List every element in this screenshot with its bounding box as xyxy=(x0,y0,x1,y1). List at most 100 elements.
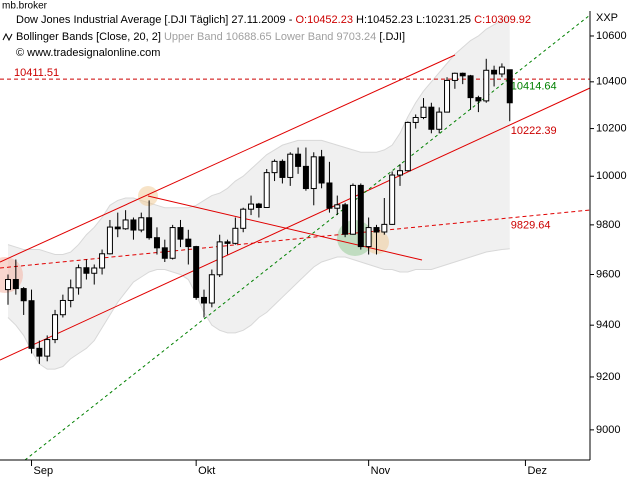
candle-body xyxy=(451,72,458,81)
annotations xyxy=(0,14,591,461)
axes: 9000 9200 9400 9600 9800 10000 10200 10400 10600… xyxy=(31,30,627,477)
candle-body xyxy=(44,339,51,357)
candle-body xyxy=(342,204,349,235)
ohlc-label: H: xyxy=(356,14,367,26)
candle-body xyxy=(106,226,113,255)
candle-body xyxy=(59,299,66,316)
candle-body xyxy=(67,287,74,301)
band-value: 10688.65 xyxy=(226,31,272,43)
app-bar xyxy=(0,0,640,11)
candle-body xyxy=(208,274,215,304)
indicator-icon xyxy=(2,32,13,42)
level-label: 10222.39 xyxy=(511,125,557,137)
band-area xyxy=(8,15,510,370)
ohlc-value: 10309.92 xyxy=(485,14,531,26)
ohlc-value: 10452.23 xyxy=(367,14,413,26)
candle-body xyxy=(467,75,474,99)
candle-body xyxy=(428,106,435,130)
level-label: 10411.51 xyxy=(14,67,59,79)
candle-body xyxy=(83,267,90,274)
candle-body xyxy=(28,300,35,349)
candle-body xyxy=(287,153,294,178)
candle-body xyxy=(122,219,129,230)
candle-body xyxy=(475,97,482,102)
candle-body xyxy=(279,160,286,178)
y-tick-label: 10000 xyxy=(596,170,627,182)
ohlc-label: O: xyxy=(295,14,307,26)
x-tick-label: Dez xyxy=(527,465,547,477)
candle-body xyxy=(146,217,153,239)
candle-body xyxy=(295,153,302,167)
y-tick-label: 10600 xyxy=(596,30,627,42)
ohlc-value: 10231.25 xyxy=(425,14,471,26)
y-tick-label: 10200 xyxy=(596,122,627,134)
ohlc-value: 10452.23 xyxy=(307,14,353,26)
candle-body xyxy=(169,227,176,259)
y-tick-label: 9200 xyxy=(596,371,620,383)
candle-body xyxy=(240,208,247,229)
channel-upper xyxy=(0,54,456,263)
candle-body xyxy=(5,279,11,291)
candle-body xyxy=(412,117,419,123)
candle-body xyxy=(436,111,443,130)
x-tick-label: Nov xyxy=(371,465,391,477)
candle-body xyxy=(255,203,262,208)
candle-body xyxy=(302,165,309,190)
x-tick-label: Okt xyxy=(198,465,215,477)
candle-body xyxy=(36,347,43,357)
candle-body xyxy=(216,241,223,276)
candle-body xyxy=(138,217,145,231)
indicator-name: Bollinger Bands [Close, 20, 2] xyxy=(16,31,161,43)
candle-body xyxy=(373,227,380,233)
candle-body xyxy=(114,226,121,230)
candle-body xyxy=(483,69,490,102)
candle-body xyxy=(185,238,192,248)
y-tick-label: 9000 xyxy=(596,424,620,436)
candle-body xyxy=(310,156,317,190)
candle-body xyxy=(420,106,427,119)
band-label: Upper Band xyxy=(164,31,223,43)
candle-body xyxy=(506,69,513,104)
candle-body xyxy=(99,253,106,269)
candle-body xyxy=(491,69,498,75)
candle-body xyxy=(263,172,270,208)
candle-body xyxy=(397,170,403,176)
y-tick-label: 9600 xyxy=(596,268,620,280)
candle-body xyxy=(381,223,388,233)
candle-body xyxy=(75,267,82,289)
chart-title: Dow Jones Industrial Average [.DJI Tägli… xyxy=(16,14,531,26)
candle-body xyxy=(224,241,231,244)
ohlc-label: C: xyxy=(474,14,485,26)
candle-body xyxy=(91,267,98,274)
candle-body xyxy=(326,182,333,209)
candle-body xyxy=(334,204,341,209)
ohlc-label: L: xyxy=(416,14,425,26)
level-label: 9829.64 xyxy=(511,220,551,232)
candle-body xyxy=(248,203,255,210)
trend-dashed xyxy=(0,209,591,269)
x-tick-label: Sep xyxy=(34,465,54,477)
app-name: mb.broker xyxy=(2,1,48,12)
candle-body xyxy=(177,227,184,240)
source: © www.tradesignalonline.com xyxy=(16,47,160,59)
candle-body xyxy=(201,296,207,304)
candle-body xyxy=(357,184,364,248)
candle-body xyxy=(318,156,325,184)
candle-body xyxy=(349,184,356,235)
bands xyxy=(7,15,510,370)
y-tick-label: 10400 xyxy=(596,76,627,88)
y-tick-label: 9800 xyxy=(596,219,620,231)
candle-body xyxy=(161,247,168,259)
candle-body xyxy=(498,66,505,75)
title: Dow Jones Industrial Average [.DJI Tägli… xyxy=(16,14,293,26)
channel-lower xyxy=(0,87,591,361)
band-value: 9703.24 xyxy=(337,31,377,43)
candle-body xyxy=(444,79,451,113)
levels: 10411.51 10414.64 10222.39 9829.64 xyxy=(0,67,590,232)
candle-body xyxy=(130,219,137,231)
indicator-symbol: [.DJI] xyxy=(379,31,405,43)
candle-body xyxy=(459,72,466,77)
candle-body xyxy=(232,227,239,244)
candle-body xyxy=(365,227,372,248)
